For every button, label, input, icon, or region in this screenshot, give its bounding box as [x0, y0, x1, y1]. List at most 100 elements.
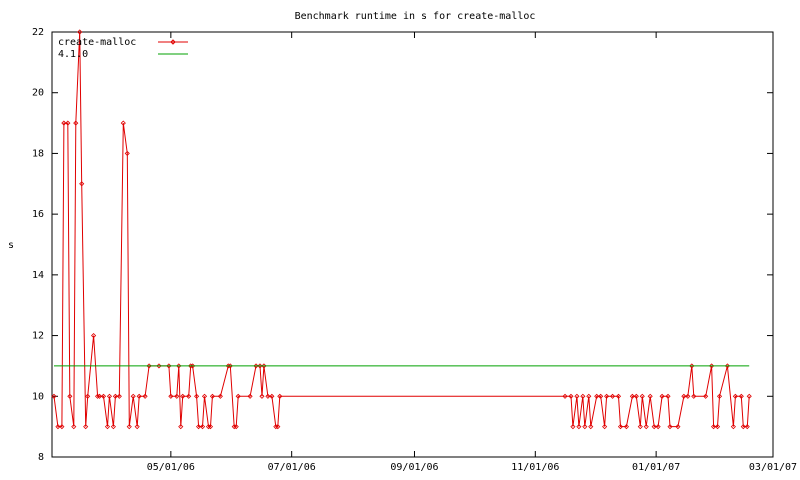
- x-tick-label: 07/01/06: [268, 462, 316, 473]
- data-point: [130, 393, 136, 399]
- data-point: [59, 424, 65, 430]
- data-point: [126, 424, 132, 430]
- data-point: [576, 424, 582, 430]
- chart-title: Benchmark runtime in s for create-malloc: [295, 11, 536, 22]
- data-point: [588, 424, 594, 430]
- data-point: [582, 424, 588, 430]
- data-point: [691, 393, 697, 399]
- data-point: [269, 393, 275, 399]
- y-tick-label: 22: [32, 27, 44, 38]
- data-point: [217, 393, 223, 399]
- legend-label: create-malloc: [58, 37, 136, 48]
- data-point: [615, 393, 622, 399]
- data-point: [623, 424, 629, 430]
- y-axis-label: s: [8, 240, 14, 251]
- data-point: [136, 393, 142, 399]
- legend-marker: [170, 39, 176, 45]
- y-tick-label: 10: [32, 391, 44, 402]
- data-point: [134, 424, 140, 430]
- data-point: [207, 424, 214, 430]
- x-tick-label: 11/01/06: [511, 462, 559, 473]
- data-point: [609, 393, 616, 399]
- y-tick-label: 8: [38, 452, 44, 463]
- data-point: [51, 393, 57, 399]
- data-point: [273, 424, 279, 430]
- data-point: [275, 424, 281, 430]
- data-point: [233, 424, 239, 430]
- x-tick-label: 01/01/07: [632, 462, 680, 473]
- data-point: [110, 424, 116, 430]
- y-tick-label: 18: [32, 148, 44, 159]
- data-point: [201, 393, 208, 399]
- data-point: [277, 393, 283, 399]
- data-point: [199, 424, 206, 430]
- data-point: [703, 393, 709, 399]
- y-tick-label: 20: [32, 88, 44, 99]
- data-point: [168, 393, 174, 399]
- y-tick-label: 16: [32, 209, 44, 220]
- data-point: [83, 424, 89, 430]
- data-point: [180, 393, 186, 399]
- x-tick-label: 05/01/06: [147, 462, 195, 473]
- y-tick-label: 14: [32, 270, 44, 281]
- data-point: [633, 393, 639, 399]
- data-point: [100, 393, 107, 399]
- data-point: [637, 424, 643, 430]
- data-point: [738, 393, 744, 399]
- data-point: [604, 393, 610, 399]
- data-point: [65, 120, 71, 126]
- data-point: [85, 393, 91, 399]
- data-point: [178, 424, 184, 430]
- data-point: [746, 393, 752, 399]
- data-point: [570, 424, 576, 430]
- data-point: [186, 393, 192, 399]
- data-point: [617, 424, 624, 430]
- data-point: [259, 393, 265, 399]
- data-point: [120, 120, 126, 126]
- data-point: [665, 393, 671, 399]
- data-point: [685, 393, 691, 399]
- data-point: [231, 424, 237, 430]
- data-point: [106, 393, 113, 399]
- data-point: [91, 333, 97, 339]
- data-point: [639, 393, 645, 399]
- data-point: [209, 393, 216, 399]
- data-point: [71, 424, 77, 430]
- data-point: [79, 181, 85, 187]
- data-point: [247, 393, 253, 399]
- data-point: [104, 424, 111, 430]
- data-point: [562, 393, 568, 399]
- data-point: [730, 424, 736, 430]
- data-point: [714, 424, 721, 430]
- legend-label: 4.1.0: [58, 49, 88, 60]
- data-point: [174, 393, 180, 399]
- data-point: [675, 424, 681, 430]
- data-point: [716, 393, 723, 399]
- data-point: [659, 393, 665, 399]
- data-point: [73, 120, 79, 126]
- plot-frame: [51, 31, 774, 458]
- x-tick-label: 09/01/06: [390, 462, 438, 473]
- y-tick-label: 12: [32, 331, 44, 342]
- data-point: [602, 424, 608, 430]
- data-point: [67, 393, 73, 399]
- data-point: [586, 393, 592, 399]
- data-point: [667, 424, 673, 430]
- data-point: [574, 393, 580, 399]
- data-point: [77, 29, 83, 35]
- data-point: [744, 424, 750, 430]
- data-point: [732, 393, 738, 399]
- data-point: [194, 393, 200, 399]
- data-point: [235, 393, 241, 399]
- data-point: [655, 424, 661, 430]
- data-point: [598, 393, 604, 399]
- data-point: [142, 393, 148, 399]
- x-tick-label: 03/01/07: [749, 462, 797, 473]
- data-point: [205, 424, 212, 430]
- data-point: [568, 393, 574, 399]
- data-point: [94, 393, 101, 399]
- data-point: [116, 393, 122, 399]
- data-point: [647, 393, 653, 399]
